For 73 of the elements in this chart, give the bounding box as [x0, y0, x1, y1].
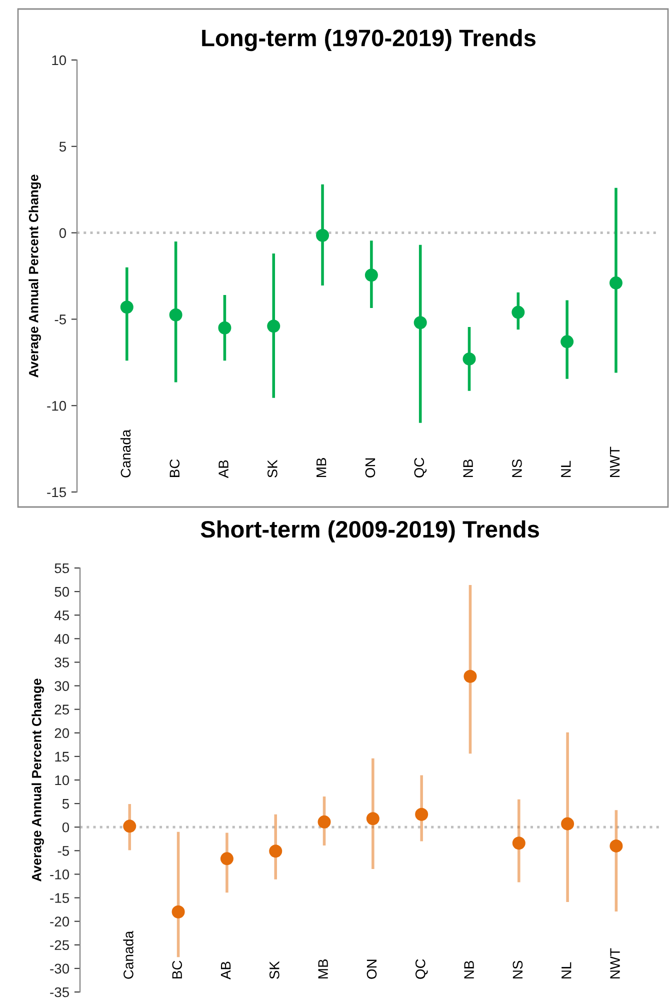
- point: [609, 276, 622, 290]
- y-tick-label: -15: [50, 893, 70, 903]
- x-tick-label: NWT: [610, 446, 620, 477]
- x-tick-label: Canada: [123, 930, 134, 979]
- point: [267, 320, 280, 333]
- y-tick-label: 15: [55, 752, 70, 762]
- y-tick-label: -20: [50, 916, 70, 927]
- y-axis-title: Average Annual Percent Change: [32, 678, 44, 882]
- y-tick-label: 40: [54, 634, 70, 644]
- point: [414, 316, 427, 330]
- y-tick-label: 10: [55, 775, 70, 786]
- y-tick-label: 10: [52, 55, 66, 66]
- x-tick-label: SK: [268, 460, 278, 478]
- x-tick-label: NB: [464, 960, 474, 978]
- point: [561, 817, 574, 830]
- point: [172, 905, 185, 918]
- x-tick-label: AB: [220, 962, 231, 980]
- x-tick-label: BC: [170, 459, 180, 477]
- point: [512, 306, 525, 319]
- y-tick-label: 0: [62, 822, 70, 832]
- y-tick-label: 50: [54, 586, 70, 597]
- y-tick-label: -5: [58, 846, 69, 856]
- point: [220, 852, 234, 866]
- point: [415, 808, 428, 821]
- point: [364, 268, 378, 282]
- x-tick-label: Canada: [120, 429, 131, 478]
- chart-title: Long-term (1970-2019) Trends: [202, 29, 536, 52]
- point: [120, 300, 134, 314]
- x-tick-label: NL: [561, 460, 571, 477]
- point: [560, 335, 574, 348]
- y-tick-label: 5: [59, 142, 66, 152]
- y-tick-label: -25: [50, 940, 70, 950]
- point: [462, 352, 476, 366]
- y-tick-label: -10: [47, 400, 66, 411]
- x-tick-label: QC: [414, 458, 427, 478]
- point: [318, 815, 331, 828]
- x-tick-label: NB: [463, 460, 473, 477]
- x-tick-label: MB: [318, 959, 328, 978]
- point: [512, 836, 526, 850]
- point: [218, 321, 232, 334]
- x-tick-label: AB: [218, 460, 228, 478]
- x-tick-label: QC: [415, 959, 428, 979]
- y-tick-label: -10: [50, 870, 70, 880]
- point: [464, 670, 477, 683]
- y-tick-label: 0: [59, 228, 66, 238]
- y-tick-label: 55: [54, 563, 70, 574]
- y-tick-label: -15: [47, 487, 66, 498]
- x-tick-label: ON: [366, 960, 377, 979]
- point: [610, 839, 623, 852]
- y-tick-label: 30: [54, 681, 70, 691]
- x-tick-label: MB: [316, 458, 326, 477]
- x-tick-label: BC: [172, 960, 182, 978]
- y-tick-label: 20: [54, 728, 70, 738]
- x-tick-label: NS: [512, 459, 522, 477]
- point: [366, 812, 380, 826]
- x-tick-label: NL: [562, 962, 572, 978]
- chart-title: Short-term (2009-2019) Trends: [200, 520, 539, 542]
- x-tick-label: ON: [365, 458, 376, 478]
- x-tick-label: SK: [269, 961, 280, 979]
- y-tick-label: -5: [54, 314, 66, 324]
- y-tick-label: 35: [54, 658, 70, 668]
- y-axis-title: Average Annual Percent Change: [28, 174, 41, 378]
- point: [316, 228, 330, 242]
- point: [269, 844, 282, 858]
- x-tick-label: NWT: [610, 948, 620, 978]
- x-tick-label: NS: [512, 960, 523, 978]
- point: [169, 308, 182, 322]
- y-tick-label: 45: [54, 610, 70, 620]
- y-tick-label: -30: [50, 964, 70, 974]
- y-tick-label: 5: [62, 799, 69, 809]
- y-tick-label: -35: [50, 987, 70, 998]
- point: [123, 820, 136, 833]
- y-tick-label: 25: [54, 704, 70, 715]
